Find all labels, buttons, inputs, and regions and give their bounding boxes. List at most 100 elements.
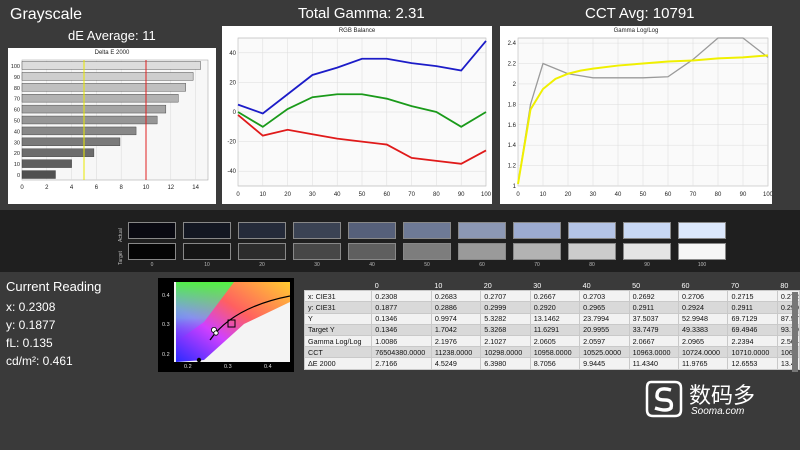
gamma-xtick: 90 <box>740 192 747 198</box>
table-cell: 11.6291 <box>529 323 581 336</box>
swatch-row-label-target: Target <box>118 251 124 265</box>
cie-diagram-panel: 0.4 0.3 0.2 0.2 0.3 0.4 <box>158 278 294 372</box>
rgb-xtick: 70 <box>408 192 415 198</box>
cie-ytick: 0.3 <box>162 322 170 328</box>
cie-diagram <box>176 282 290 362</box>
rgb-xtick: 20 <box>284 192 291 198</box>
table-cell: 1.7042 <box>430 323 482 336</box>
gamma-xtick: 20 <box>565 192 572 198</box>
gamma-ytick: 2 <box>513 82 517 88</box>
gamma-ytick: 2.2 <box>508 62 517 68</box>
swatch-label: 20 <box>259 262 265 268</box>
gamma-xtick: 10 <box>540 192 547 198</box>
table-cell: 2.0605 <box>529 334 581 348</box>
gamma-chart-panel: Gamma Log/Log 0 10 20 30 40 50 60 70 80 90 100 2.4 2… <box>500 26 772 204</box>
gamma-chart: 0 10 20 30 40 50 60 70 80 90 100 2.4 2.2 2 1.8 1.6 1.4 1.… <box>508 37 772 198</box>
swatch-target <box>293 243 341 260</box>
table-cell: 0.2924 <box>678 301 729 314</box>
delta-e-xtick: 14 <box>192 185 199 191</box>
table-cell: 2.1976 <box>430 334 482 348</box>
table-header-cell: 40 <box>579 280 630 291</box>
swatch-label: 40 <box>369 262 375 268</box>
cie-xtick: 0.2 <box>184 364 192 370</box>
table-header-cell: 50 <box>629 280 679 291</box>
gamma-xtick: 30 <box>590 192 597 198</box>
delta-e-category-label: 80 <box>14 86 20 92</box>
delta-e-category-label: 40 <box>14 129 20 135</box>
table-cell: 11.9765 <box>678 357 729 370</box>
table-cell: 0.2920 <box>529 301 581 314</box>
swatch-actual <box>128 222 176 239</box>
swatch-label: 100 <box>697 262 707 268</box>
gamma-xtick: 70 <box>690 192 697 198</box>
table-header-cell: 70 <box>727 280 778 291</box>
rgb-xtick: 90 <box>458 192 465 198</box>
swatch-label: 0 <box>150 262 154 268</box>
gamma-ytick: 1 <box>513 184 517 190</box>
readings-table: 0 10 20 30 40 50 60 70 80 x: CIE31 0.2308 0.2683 0.2… <box>303 280 800 370</box>
table-cell: 0.1346 <box>371 323 432 336</box>
delta-e-chart-panel: Delta E 2000 100 90 80 70 60 50 40 30 20 10 0 0 2 4 6 8… <box>8 48 216 204</box>
table-cell: 11238.0000 <box>430 346 482 359</box>
table-row: y: CIE31 0.1877 0.2886 0.2999 0.2920 0.2965 0.… <box>303 301 800 314</box>
rgb-xtick: 100 <box>481 192 492 198</box>
gamma-ytick: 2.4 <box>508 41 517 47</box>
rgb-balance-chart: 0 10 20 30 40 50 60 70 80 90 100 40 20 0 -20 -40 <box>227 37 492 198</box>
table-cell: 0.2706 <box>678 290 729 303</box>
swatch-label: 90 <box>644 262 650 268</box>
gamma-xtick: 0 <box>516 192 520 198</box>
table-row: Target Y 0.1346 1.7042 5.3268 11.6291 20.9955… <box>303 323 800 336</box>
swatch-actual <box>678 222 726 239</box>
swatch-label: 30 <box>314 262 320 268</box>
page-title: Grayscale <box>10 6 83 23</box>
delta-e-bar <box>21 83 186 92</box>
table-cell: 6.3980 <box>480 357 531 370</box>
table-cell: 2.7166 <box>371 357 432 370</box>
watermark-name: 数码多 <box>689 384 756 409</box>
delta-e-category-label: 0 <box>17 173 20 179</box>
delta-e-xtick: 10 <box>143 185 150 191</box>
gamma-series-gray <box>517 37 769 185</box>
table-cell: 9.9445 <box>579 357 630 370</box>
cie-xtick: 0.3 <box>224 364 232 370</box>
table-cell: 0.2683 <box>430 290 482 303</box>
delta-e-bar <box>21 72 194 81</box>
table-cell: 76504380.0000 <box>371 346 432 359</box>
cie-measured-point <box>213 330 219 336</box>
table-cell: 37.5037 <box>628 312 680 325</box>
rgb-ytick: 0 <box>233 110 237 116</box>
gamma-xtick: 60 <box>665 192 672 198</box>
table-cell: 2.0965 <box>678 334 729 348</box>
table-header-cell <box>304 280 372 291</box>
table-cell: 0.1877 <box>371 301 432 314</box>
swatch-label: 10 <box>204 262 210 268</box>
rgb-ytick: -20 <box>227 140 236 146</box>
delta-e-bar <box>21 159 72 168</box>
watermark-site: Sooma.com <box>691 406 745 417</box>
swatch-actual <box>568 222 616 239</box>
cie-xtick: 0.4 <box>264 364 272 370</box>
delta-e-bar <box>21 104 167 114</box>
table-header-cell: 30 <box>530 280 580 291</box>
table-scrollbar[interactable] <box>792 292 798 372</box>
swatch-target <box>348 243 396 260</box>
table-cell: CCT <box>303 346 373 359</box>
gamma-xtick: 100 <box>763 192 772 198</box>
swatch-target <box>513 243 561 260</box>
reading-cdm2: cd/m²: 0.461 <box>6 354 73 368</box>
table-cell: 69.4946 <box>727 323 778 336</box>
swatch-target <box>238 243 286 260</box>
swatch-actual <box>458 222 506 239</box>
table-cell: 10525.0000 <box>579 346 630 359</box>
table-header-cell: 0 <box>371 280 432 291</box>
cie-ytick: 0.4 <box>162 293 170 299</box>
table-row: ΔE 2000 2.7166 4.5249 6.3980 8.7056 9.9445 11.… <box>303 357 800 370</box>
swatch-actual <box>183 222 231 239</box>
gamma-series-yellow <box>517 54 769 185</box>
swatch-target <box>403 243 451 260</box>
table-cell: 5.3282 <box>480 312 531 325</box>
table-cell: 12.6553 <box>727 357 778 370</box>
table-row: Gamma Log/Log 1.0086 2.1976 2.1027 2.0605 2.0… <box>303 334 800 348</box>
rgb-xtick: 30 <box>309 192 316 198</box>
